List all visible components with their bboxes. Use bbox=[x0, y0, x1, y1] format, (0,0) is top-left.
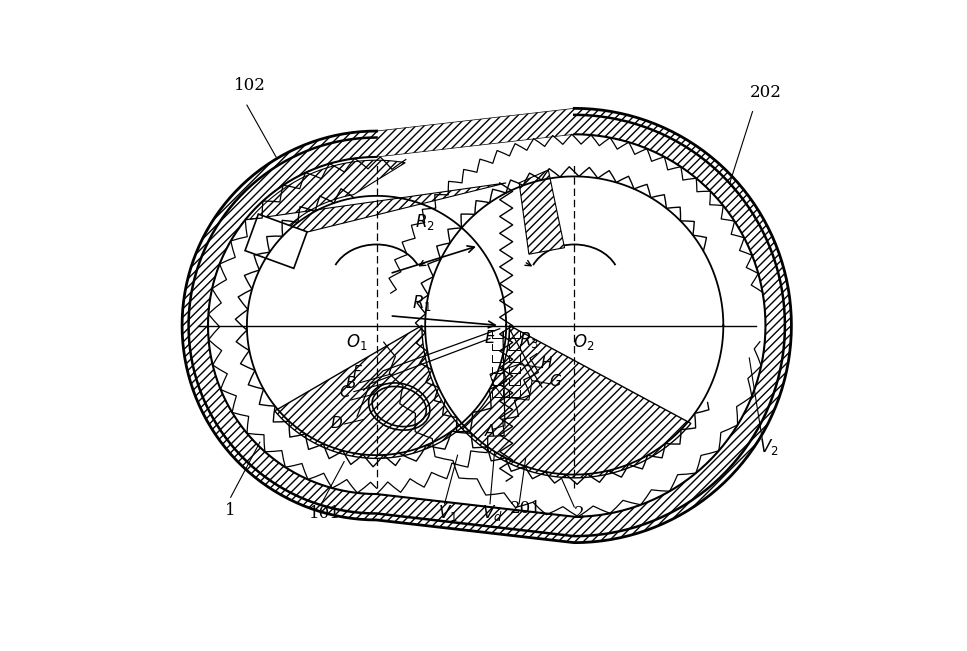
Polygon shape bbox=[245, 214, 308, 268]
Ellipse shape bbox=[372, 387, 426, 426]
Text: $H$: $H$ bbox=[540, 355, 553, 371]
Text: $V_d$: $V_d$ bbox=[482, 503, 502, 523]
Polygon shape bbox=[519, 170, 565, 254]
Text: $G$: $G$ bbox=[549, 372, 562, 389]
Text: $R_1$: $R_1$ bbox=[412, 293, 432, 313]
PathPatch shape bbox=[182, 108, 791, 543]
Text: $V_1$: $V_1$ bbox=[438, 503, 457, 523]
Text: $B$: $B$ bbox=[345, 374, 357, 391]
Polygon shape bbox=[490, 363, 532, 400]
Text: $R_3$: $R_3$ bbox=[519, 330, 539, 350]
Text: 201: 201 bbox=[510, 501, 542, 518]
Text: $O_1$: $O_1$ bbox=[346, 332, 367, 352]
Text: 202: 202 bbox=[749, 83, 781, 101]
Text: $R_2$: $R_2$ bbox=[415, 212, 435, 232]
Text: 1: 1 bbox=[225, 502, 236, 519]
Text: 102: 102 bbox=[234, 77, 266, 94]
Text: $E$: $E$ bbox=[484, 330, 496, 347]
Text: $C$: $C$ bbox=[339, 384, 352, 400]
Text: 101: 101 bbox=[308, 505, 340, 522]
Text: $D$: $D$ bbox=[330, 415, 343, 431]
Text: $F$: $F$ bbox=[352, 364, 363, 380]
Text: $A$: $A$ bbox=[484, 422, 496, 439]
Text: 2: 2 bbox=[574, 505, 585, 522]
Text: $O_2$: $O_2$ bbox=[573, 332, 595, 352]
Text: $V_2$: $V_2$ bbox=[759, 437, 778, 458]
Polygon shape bbox=[249, 160, 506, 240]
Polygon shape bbox=[275, 326, 691, 478]
